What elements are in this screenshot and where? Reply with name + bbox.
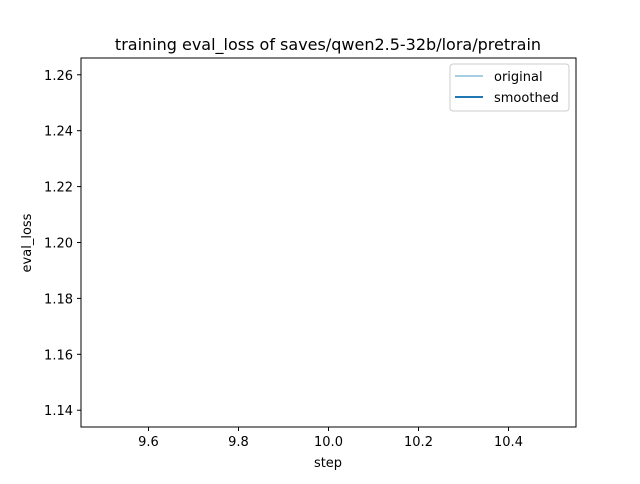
x-tick-label: 10.2: [404, 435, 433, 450]
y-tick-label: 1.20: [44, 237, 73, 252]
y-tick-label: 1.26: [44, 69, 73, 84]
y-tick-label: 1.14: [44, 404, 73, 419]
x-tick-label: 10.0: [314, 435, 343, 450]
y-axis: 1.14 1.16 1.18 1.20 1.22 1.24 1.26: [44, 69, 81, 419]
chart-title: training eval_loss of saves/qwen2.5-32b/…: [115, 35, 541, 55]
y-axis-label: eval_loss: [20, 213, 35, 272]
legend: original smoothed: [449, 63, 570, 112]
legend-label-smoothed: smoothed: [494, 91, 559, 106]
y-tick-label: 1.18: [44, 292, 73, 307]
y-tick-label: 1.24: [44, 125, 73, 140]
x-axis-label: step: [314, 456, 342, 471]
y-tick-label: 1.22: [44, 181, 73, 196]
y-tick-label: 1.16: [44, 348, 73, 363]
x-tick-label: 9.8: [228, 435, 249, 450]
x-axis: 9.6 9.8 10.0 10.2 10.4: [138, 427, 523, 450]
x-tick-label: 10.4: [494, 435, 523, 450]
x-tick-label: 9.6: [138, 435, 159, 450]
legend-label-original: original: [494, 70, 543, 85]
